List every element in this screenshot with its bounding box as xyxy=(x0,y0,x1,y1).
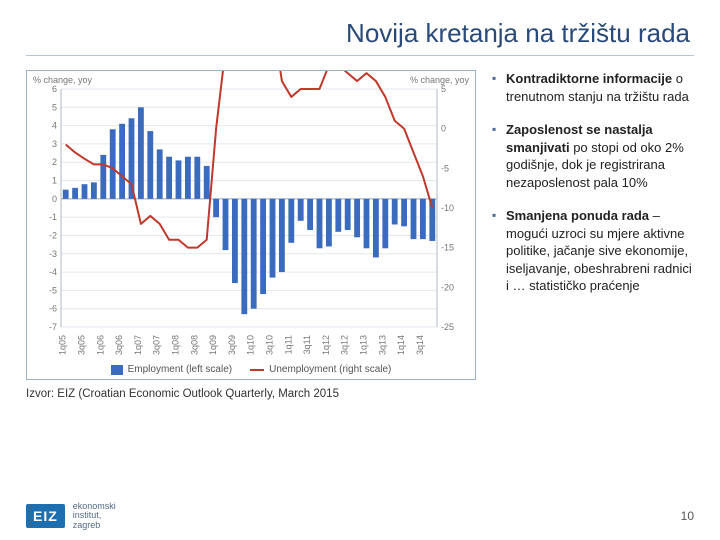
text-column: ▪Kontradiktorne informacije o trenutnom … xyxy=(492,70,694,400)
title-rule xyxy=(26,55,694,56)
slide: Novija kretanja na tržištu rada % change… xyxy=(0,0,720,540)
svg-text:3q05: 3q05 xyxy=(77,335,87,355)
svg-text:1q10: 1q10 xyxy=(246,335,256,355)
legend-label-employment: Employment (left scale) xyxy=(128,364,232,375)
svg-text:-4: -4 xyxy=(49,267,57,277)
svg-text:3q14: 3q14 xyxy=(415,335,425,355)
svg-text:1q09: 1q09 xyxy=(208,335,218,355)
svg-text:-7: -7 xyxy=(49,322,57,332)
bullet-mark: ▪ xyxy=(492,207,506,295)
svg-text:1q06: 1q06 xyxy=(95,335,105,355)
logo: EIZ ekonomski institut, zagreb xyxy=(26,502,116,530)
logo-text: ekonomski institut, zagreb xyxy=(73,502,116,530)
bullet-text: Zaposlenost se nastalja smanjivati po st… xyxy=(506,121,694,191)
svg-text:-6: -6 xyxy=(49,304,57,314)
svg-text:1: 1 xyxy=(52,176,57,186)
bullet-item: ▪Kontradiktorne informacije o trenutnom … xyxy=(492,70,694,105)
svg-text:3q11: 3q11 xyxy=(302,335,312,354)
legend-swatch-bar xyxy=(111,365,123,375)
svg-text:1q07: 1q07 xyxy=(133,335,143,355)
chart-column: % change, yoy % change, yoy -7 -6 -5 -4 -3 -2… xyxy=(26,70,476,400)
logo-mark: EIZ xyxy=(26,504,65,528)
svg-text:3q12: 3q12 xyxy=(340,335,350,355)
bullet-item: ▪Zaposlenost se nastalja smanjivati po s… xyxy=(492,121,694,191)
chart-container: % change, yoy % change, yoy -7 -6 -5 -4 -3 -2… xyxy=(26,70,476,380)
svg-text:0: 0 xyxy=(441,124,446,134)
content-row: % change, yoy % change, yoy -7 -6 -5 -4 -3 -2… xyxy=(26,70,694,400)
svg-text:2: 2 xyxy=(52,157,57,167)
chart-legend: Employment (left scale) Unemployment (ri… xyxy=(27,364,475,375)
svg-text:4: 4 xyxy=(52,121,57,131)
bullet-mark: ▪ xyxy=(492,70,506,105)
svg-text:3q13: 3q13 xyxy=(377,335,387,355)
svg-text:6: 6 xyxy=(52,84,57,94)
svg-text:-3: -3 xyxy=(49,249,57,259)
legend-employment: Employment (left scale) xyxy=(111,364,232,375)
svg-text:0: 0 xyxy=(52,194,57,204)
page-number: 10 xyxy=(681,509,694,523)
svg-text:3q07: 3q07 xyxy=(152,335,162,355)
svg-text:1q12: 1q12 xyxy=(321,335,331,355)
right-axis-label: % change, yoy xyxy=(410,75,469,85)
svg-text:-10: -10 xyxy=(441,203,454,213)
svg-text:1q14: 1q14 xyxy=(396,335,406,355)
bullet-bold: Kontradiktorne informacije xyxy=(506,71,672,86)
svg-text:-2: -2 xyxy=(49,230,57,240)
svg-text:1q13: 1q13 xyxy=(359,335,369,355)
bullet-mark: ▪ xyxy=(492,121,506,191)
svg-text:-20: -20 xyxy=(441,282,454,292)
chart-source: Izvor: EIZ (Croatian Economic Outlook Qu… xyxy=(26,388,476,400)
svg-text:-15: -15 xyxy=(441,243,454,253)
svg-text:3q06: 3q06 xyxy=(114,335,124,355)
left-axis-label: % change, yoy xyxy=(33,75,92,85)
svg-text:3q08: 3q08 xyxy=(189,335,199,355)
svg-text:1q05: 1q05 xyxy=(58,335,68,355)
chart-svg: -7-6-5-4-3-2-10123456-25-20-15-10-5051q0… xyxy=(27,71,476,380)
svg-text:3: 3 xyxy=(52,139,57,149)
legend-label-unemployment: Unemployment (right scale) xyxy=(269,364,391,375)
bullet-text: Kontradiktorne informacije o trenutnom s… xyxy=(506,70,694,105)
svg-text:-25: -25 xyxy=(441,322,454,332)
slide-title: Novija kretanja na tržištu rada xyxy=(26,18,694,49)
svg-text:-5: -5 xyxy=(49,285,57,295)
bullet-item: ▪Smanjena ponuda rada – mogući uzroci su… xyxy=(492,207,694,295)
bullet-text: Smanjena ponuda rada – mogući uzroci su … xyxy=(506,207,694,295)
svg-text:5: 5 xyxy=(52,102,57,112)
svg-text:1q11: 1q11 xyxy=(283,335,293,354)
svg-text:3q09: 3q09 xyxy=(227,335,237,355)
svg-text:-1: -1 xyxy=(49,212,57,222)
legend-swatch-line xyxy=(250,369,264,371)
legend-unemployment: Unemployment (right scale) xyxy=(250,364,391,375)
svg-text:1q08: 1q08 xyxy=(171,335,181,355)
svg-text:5: 5 xyxy=(441,84,446,94)
bullet-bold: Smanjena ponuda rada xyxy=(506,208,649,223)
svg-text:3q10: 3q10 xyxy=(265,335,275,355)
footer: EIZ ekonomski institut, zagreb 10 xyxy=(26,502,694,530)
svg-text:-5: -5 xyxy=(441,163,449,173)
